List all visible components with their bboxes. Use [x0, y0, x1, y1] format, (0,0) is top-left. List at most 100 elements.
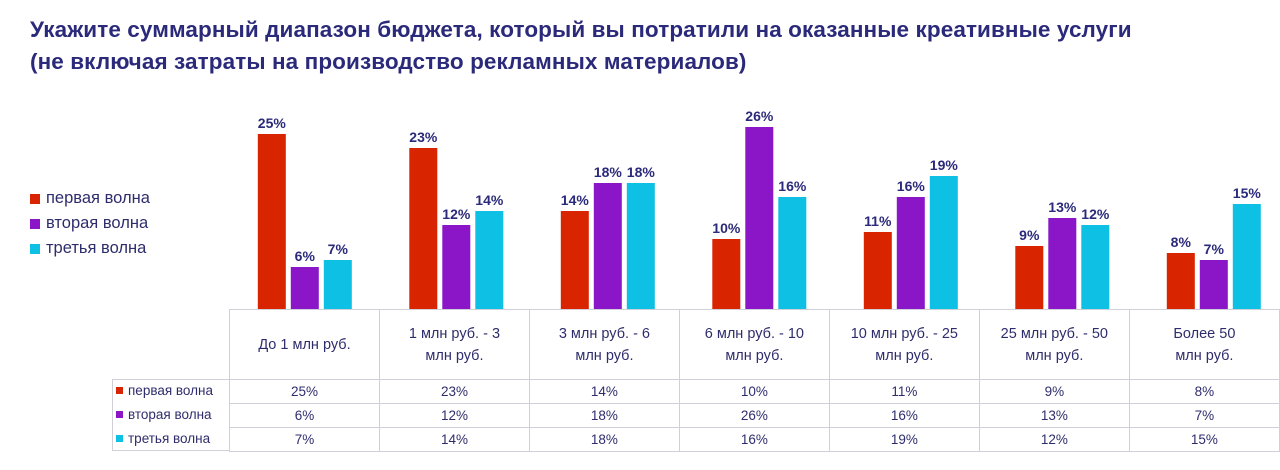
- table-category-cell: 25 млн руб. - 50 млн руб.: [978, 309, 1130, 380]
- bar-first-wave-cat-2: [409, 148, 438, 309]
- bar-third-wave-cat-2: [475, 211, 504, 309]
- table-cell-first-wave-cat-6: 9%: [978, 379, 1130, 404]
- table-swatch-second-wave: [116, 411, 123, 418]
- table-series-label-first-wave: первая волна: [116, 379, 213, 402]
- bar-third-wave-cat-4: [778, 197, 807, 309]
- bar-first-wave-cat-4: [712, 239, 741, 309]
- legend-label-third-wave: третья волна: [46, 239, 147, 257]
- data-label-third-wave-cat-7: 15%: [1233, 185, 1262, 201]
- legend-swatch-first-wave: [30, 193, 40, 204]
- category-label-5: 10 млн руб. - 25 млн руб.: [850, 325, 958, 364]
- table-cell-first-wave-cat-4: 10%: [678, 379, 830, 404]
- bar-third-wave-cat-5: [929, 176, 958, 309]
- table-series-frame: [112, 379, 229, 451]
- bar-first-wave-cat-7: [1166, 253, 1195, 309]
- table-cell-third-wave-cat-7: 15%: [1128, 427, 1280, 452]
- data-label-first-wave-cat-5: 11%: [864, 213, 892, 229]
- table-row-third-wave: 7% 14% 18% 16% 19% 12% 15%: [229, 427, 1280, 452]
- legend-item-first-wave: первая волна: [30, 186, 150, 211]
- table-category-cell: До 1 млн руб.: [229, 309, 380, 380]
- bar-first-wave-cat-5: [863, 232, 892, 309]
- table-category-cell: 1 млн руб. - 3 млн руб.: [378, 309, 530, 380]
- data-label-third-wave-cat-2: 14%: [475, 192, 504, 208]
- table-row-first-wave: 25% 23% 14% 10% 11% 9% 8%: [229, 379, 1280, 404]
- category-label-2: 1 млн руб. - 3 млн руб.: [408, 325, 501, 364]
- data-label-first-wave-cat-1: 25%: [258, 115, 287, 131]
- table-cell-first-wave-cat-7: 8%: [1128, 379, 1280, 404]
- bar-first-wave-cat-6: [1015, 246, 1044, 309]
- table-row-second-wave: 6% 12% 18% 26% 16% 13% 7%: [229, 403, 1280, 428]
- data-label-first-wave-cat-4: 10%: [712, 220, 741, 236]
- table-cell-second-wave-cat-2: 12%: [378, 403, 530, 428]
- table-category-cell: 10 млн руб. - 25 млн руб.: [828, 309, 980, 380]
- legend-swatch-third-wave: [30, 243, 40, 254]
- table-cell-third-wave-cat-3: 18%: [528, 427, 680, 452]
- chart-title-line-2: (не включая затраты на производство рекл…: [30, 49, 747, 74]
- bar-second-wave-cat-7: [1199, 260, 1228, 309]
- table-cell-third-wave-cat-2: 14%: [378, 427, 530, 452]
- category-label-7: Более 50 млн руб.: [1173, 325, 1236, 364]
- legend-swatch-second-wave: [30, 218, 40, 229]
- table-cell-first-wave-cat-1: 25%: [229, 379, 380, 404]
- bar-second-wave-cat-5: [896, 197, 925, 309]
- bar-third-wave-cat-3: [626, 183, 655, 309]
- bar-second-wave-cat-1: [290, 267, 319, 309]
- table-category-cell: 3 млн руб. - 6 млн руб.: [528, 309, 680, 380]
- bar-second-wave-cat-3: [593, 183, 622, 309]
- table-category-cell: Более 50 млн руб.: [1128, 309, 1280, 380]
- data-label-first-wave-cat-2: 23%: [409, 129, 438, 145]
- legend-label-second-wave: вторая волна: [46, 214, 149, 232]
- data-label-second-wave-cat-3: 18%: [594, 164, 623, 180]
- data-label-first-wave-cat-6: 9%: [1019, 227, 1040, 243]
- data-label-first-wave-cat-3: 14%: [561, 192, 590, 208]
- data-label-second-wave-cat-6: 13%: [1048, 199, 1077, 215]
- table-series-label-second-wave: вторая волна: [116, 403, 212, 426]
- legend-label-first-wave: первая волна: [46, 189, 150, 207]
- bar-second-wave-cat-6: [1048, 218, 1077, 309]
- bar-first-wave-cat-3: [560, 211, 589, 309]
- data-label-second-wave-cat-4: 26%: [745, 108, 774, 124]
- table-cell-second-wave-cat-7: 7%: [1128, 403, 1280, 428]
- category-label-1: До 1 млн руб.: [258, 336, 351, 353]
- table-swatch-first-wave: [116, 387, 123, 394]
- table-series-name-first-wave: первая волна: [128, 383, 213, 398]
- legend: первая волна вторая волна третья волна: [30, 186, 150, 261]
- data-table: До 1 млн руб. 1 млн руб. - 3 млн руб. 3 млн…: [229, 309, 1280, 452]
- data-label-second-wave-cat-7: 7%: [1204, 241, 1225, 257]
- bar-second-wave-cat-2: [442, 225, 471, 309]
- table-cell-third-wave-cat-1: 7%: [229, 427, 380, 452]
- chart-title: Укажите суммарный диапазон бюджета, кото…: [30, 14, 1260, 78]
- table-cell-second-wave-cat-4: 26%: [678, 403, 830, 428]
- data-label-second-wave-cat-5: 16%: [897, 178, 926, 194]
- category-label-3: 3 млн руб. - 6 млн руб.: [558, 325, 650, 364]
- bar-third-wave-cat-1: [323, 260, 352, 309]
- table-cell-third-wave-cat-5: 19%: [828, 427, 980, 452]
- data-label-third-wave-cat-3: 18%: [627, 164, 656, 180]
- table-cell-second-wave-cat-3: 18%: [528, 403, 680, 428]
- data-label-second-wave-cat-1: 6%: [295, 248, 316, 264]
- table-cell-first-wave-cat-5: 11%: [828, 379, 980, 404]
- bar-first-wave-cat-1: [257, 134, 286, 309]
- data-label-first-wave-cat-7: 8%: [1171, 234, 1192, 250]
- chart-title-line-1: Укажите суммарный диапазон бюджета, кото…: [30, 17, 1132, 42]
- table-cell-second-wave-cat-1: 6%: [229, 403, 380, 428]
- legend-item-third-wave: третья волна: [30, 236, 150, 261]
- category-label-4: 6 млн руб. - 10 млн руб.: [704, 325, 804, 364]
- data-label-second-wave-cat-2: 12%: [442, 206, 471, 222]
- table-cell-third-wave-cat-6: 12%: [978, 427, 1130, 452]
- table-series-label-third-wave: третья волна: [116, 427, 210, 450]
- table-cell-first-wave-cat-2: 23%: [378, 379, 530, 404]
- table-cell-first-wave-cat-3: 14%: [528, 379, 680, 404]
- bar-third-wave-cat-6: [1081, 225, 1110, 309]
- table-category-row: До 1 млн руб. 1 млн руб. - 3 млн руб. 3 млн…: [229, 309, 1280, 380]
- data-label-third-wave-cat-4: 16%: [778, 178, 807, 194]
- table-series-name-third-wave: третья волна: [128, 431, 211, 446]
- category-label-6: 25 млн руб. - 50 млн руб.: [1000, 325, 1108, 364]
- legend-item-second-wave: вторая волна: [30, 211, 150, 236]
- data-label-third-wave-cat-5: 19%: [930, 157, 959, 173]
- data-label-third-wave-cat-1: 7%: [328, 241, 349, 257]
- bar-second-wave-cat-4: [745, 127, 774, 309]
- table-swatch-third-wave: [116, 435, 123, 442]
- table-series-name-second-wave: вторая волна: [128, 407, 212, 422]
